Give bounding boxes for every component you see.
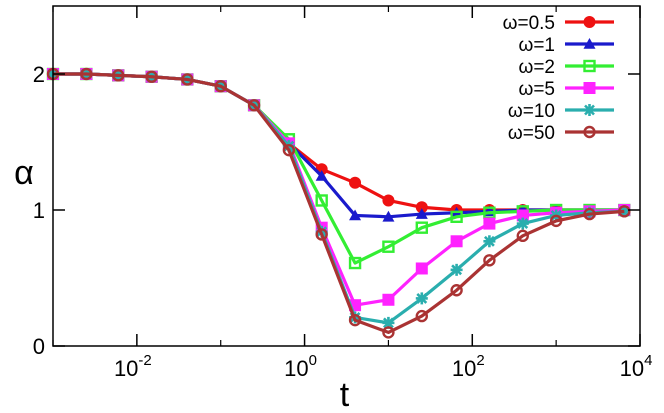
data-point [315,170,328,181]
data-point [315,228,328,241]
data-point [583,207,596,221]
plot-frame [52,5,641,347]
x-tick-label: 104 [620,352,653,381]
y-tick-label: 2 [33,62,45,87]
legend-item: ω=10 [508,101,614,122]
data-point [415,262,428,275]
x-tick-label-base: 10 [284,356,308,381]
data-point [450,263,463,276]
data-point [516,217,529,230]
data-point [348,256,362,270]
data-point [382,194,395,207]
legend-label: ω=0.5 [503,13,555,34]
data-point [583,59,596,73]
data-point [415,221,428,234]
data-point [516,209,529,222]
data-point [415,201,428,214]
data-point [112,69,125,82]
legend-label: ω=2 [519,57,556,78]
data-point [315,194,328,207]
data-point [181,73,194,86]
data-point [583,125,596,139]
data-point [583,82,596,94]
legend-label: ω=1 [519,35,556,56]
legend-item: ω=1 [519,35,614,56]
data-point [214,80,227,93]
x-tick-label-base: 10 [114,356,138,381]
plot-content [46,67,631,339]
x-tick-label: 100 [284,352,317,381]
x-tick-label: 10-2 [114,352,152,381]
data-point [415,309,428,323]
y-axis-title: α [14,154,34,192]
data-point [583,104,596,116]
data-point [516,229,529,243]
x-tick-label-base: 10 [452,356,476,381]
data-point [382,210,395,222]
data-point [80,67,93,81]
data-point [415,292,428,305]
x-tick-label-exponent: -2 [138,352,151,369]
legend-label: ω=50 [508,123,555,144]
legend-item: ω=5 [519,79,614,100]
data-point [415,208,428,219]
x-tick-label-exponent: 2 [476,352,484,369]
data-point [382,326,395,339]
x-axis-title: t [340,376,350,413]
data-point [549,214,563,228]
data-point [483,217,496,230]
x-tick-label: 102 [452,352,485,381]
data-point [382,240,395,253]
data-point [349,176,362,189]
data-point [247,99,261,112]
data-point [282,143,296,157]
data-point [583,38,596,49]
data-point [483,254,496,267]
legend-label: ω=5 [519,79,556,100]
y-tick-label: 1 [33,198,45,223]
data-point [450,284,463,297]
legend-item: ω=0.5 [503,13,614,34]
series-6 [46,67,631,339]
y-tick-label: 0 [33,334,45,359]
data-point [583,16,596,28]
x-tick-label-base: 10 [620,356,644,381]
data-point [483,235,496,248]
x-tick-label-exponent: 0 [309,352,317,369]
data-point [348,313,362,327]
legend: ω=0.5ω=1ω=2ω=5ω=10ω=50 [503,13,614,144]
data-point [382,293,395,306]
data-point [618,205,631,218]
legend-item: ω=50 [508,123,614,144]
data-point [450,235,463,248]
data-point [145,70,158,83]
x-tick-label-exponent: 4 [644,352,652,369]
data-point [349,209,362,221]
legend-label: ω=10 [508,101,555,122]
legend-item: ω=2 [519,57,614,78]
data-point [450,210,463,224]
